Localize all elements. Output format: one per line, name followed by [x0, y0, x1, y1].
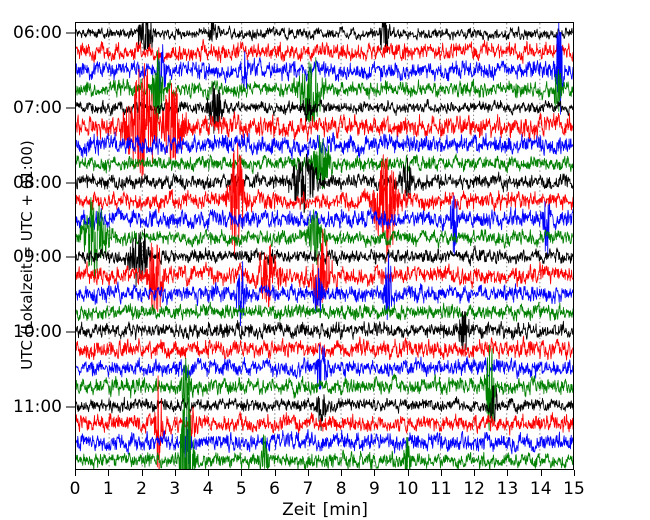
x-tick-mark [274, 470, 276, 476]
seismogram-trace [76, 253, 573, 327]
y-tick-mark [66, 256, 75, 258]
seismogram-traces [76, 23, 573, 469]
x-tick-mark [241, 470, 243, 476]
x-tick-label: 5 [235, 479, 247, 499]
x-tick-mark [540, 470, 542, 476]
seismogram-trace [76, 301, 573, 322]
x-tick-label: 12 [463, 479, 486, 499]
x-tick-mark [75, 470, 76, 476]
x-axis-label-name: Zeit [282, 500, 316, 520]
y-tick-mark [66, 182, 75, 184]
x-tick-label: 14 [529, 479, 552, 499]
y-tick-mark [66, 331, 75, 333]
x-tick-label: 10 [396, 479, 419, 499]
x-tick-mark [108, 470, 110, 476]
seismogram-trace [76, 197, 573, 281]
x-tick-mark [341, 470, 343, 476]
y-tick-label: 10:00 [13, 322, 62, 342]
y-tick-mark [66, 107, 75, 109]
seismogram-trace [76, 385, 573, 432]
seismogram-trace [76, 63, 573, 182]
seismogram-trace [76, 23, 573, 53]
seismogram-trace [76, 229, 573, 313]
x-tick-label: 0 [69, 479, 81, 499]
x-tick-mark [407, 470, 409, 476]
y-tick-label: 06:00 [13, 23, 62, 44]
seismogram-trace [76, 375, 573, 469]
y-tick-label: 09:00 [13, 247, 62, 268]
x-tick-label: 2 [136, 479, 147, 499]
y-tick-label: 08:00 [13, 172, 62, 193]
seismogram-trace [76, 195, 573, 256]
x-tick-label: 15 [563, 479, 585, 499]
y-tick-label: 11:00 [13, 396, 62, 417]
y-tick-label: 07:00 [13, 98, 62, 118]
seismogram-trace [76, 335, 573, 361]
seismogram-trace [76, 135, 573, 190]
x-tick-mark [440, 470, 442, 476]
x-tick-label: 7 [302, 479, 314, 499]
x-tick-label: 4 [202, 479, 214, 499]
x-tick-label: 13 [496, 479, 519, 499]
seismogram-trace [76, 142, 573, 262]
y-tick-mark [66, 32, 75, 34]
x-tick-mark [141, 470, 143, 476]
seismogram-trace [76, 50, 573, 138]
y-tick-mark [66, 406, 75, 408]
x-tick-mark [374, 470, 376, 476]
x-tick-label: 11 [430, 479, 452, 499]
x-tick-label: 8 [335, 479, 347, 499]
seismogram-trace [76, 82, 573, 134]
seismogram-trace [76, 391, 573, 469]
seismogram-trace [76, 344, 573, 390]
seismogram-trace [76, 344, 573, 431]
x-axis-label-unit: [min] [322, 500, 368, 520]
x-tick-mark [208, 470, 210, 476]
seismogram-trace [76, 153, 573, 214]
x-tick-mark [174, 470, 176, 476]
seismogram-trace [76, 416, 573, 469]
x-tick-mark [307, 470, 309, 476]
plot-area [75, 22, 574, 470]
seismogram-trace [76, 310, 573, 353]
x-axis-label: Zeit [min] [0, 500, 650, 520]
x-tick-mark [574, 470, 575, 476]
x-tick-mark [507, 470, 509, 476]
seismogram-trace [76, 38, 573, 64]
x-tick-label: 1 [102, 479, 114, 499]
x-tick-label: 3 [169, 479, 181, 499]
seismogram-trace [76, 131, 573, 160]
x-tick-mark [474, 470, 476, 476]
x-tick-label: 9 [368, 479, 380, 499]
x-tick-label: 6 [269, 479, 281, 499]
